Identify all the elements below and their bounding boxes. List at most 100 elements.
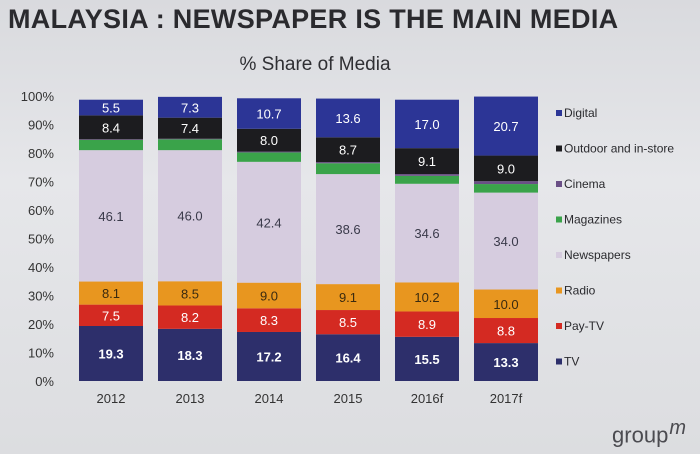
data-label: 10.0 — [493, 297, 518, 312]
data-label: 15.5 — [414, 352, 439, 367]
bar-segment-digital — [395, 99, 459, 149]
data-label: 8.5 — [339, 315, 357, 330]
bar-segment-magazines — [474, 184, 538, 193]
bar-segment-pay-tv — [79, 304, 143, 326]
bar-segment-magazines — [79, 139, 143, 151]
legend-swatch — [556, 287, 562, 294]
bar-segment-magazines — [158, 139, 222, 151]
y-tick-label: 0% — [35, 374, 54, 389]
data-label: 10.7 — [256, 107, 281, 122]
bar-segment-tv — [79, 325, 143, 381]
y-tick-label: 60% — [28, 203, 54, 218]
bar-segment-radio — [395, 282, 459, 312]
bar-segment-cinema — [316, 162, 380, 164]
bar-segment-digital — [158, 96, 222, 118]
bar-segment-pay-tv — [316, 310, 380, 335]
legend-swatch — [556, 252, 562, 258]
bar-segment-tv — [237, 331, 301, 381]
legend-swatch — [556, 145, 562, 152]
data-label: 9.0 — [260, 289, 278, 304]
y-tick-label: 30% — [28, 289, 54, 304]
data-label: 13.6 — [335, 111, 360, 126]
bar-segment-radio — [474, 289, 538, 319]
chart-title: % Share of Media — [239, 54, 391, 75]
bar-segment-tv — [158, 328, 222, 381]
bar-segment-outdoor-and-in-store — [474, 155, 538, 182]
data-label: 13.3 — [493, 355, 518, 370]
x-tick-label: 2014 — [255, 391, 284, 406]
bar-segment-tv — [316, 334, 380, 381]
bar-segment-radio — [158, 281, 222, 306]
data-label: 9.0 — [497, 161, 515, 176]
bar-segment-radio — [237, 282, 301, 309]
bar-segment-cinema — [79, 139, 143, 140]
legend-label: Pay-TV — [564, 319, 604, 333]
data-label: 17.2 — [256, 349, 281, 364]
bar-segment-digital — [474, 96, 538, 156]
bar-segment-pay-tv — [474, 318, 538, 344]
bar-segment-pay-tv — [158, 305, 222, 329]
bar-segment-newspapers — [395, 183, 459, 283]
y-tick-label: 90% — [28, 118, 54, 133]
data-label: 16.4 — [335, 351, 361, 366]
y-tick-label: 50% — [28, 232, 54, 247]
legend-swatch — [556, 323, 562, 329]
bar-segment-newspapers — [158, 150, 222, 282]
data-label: 8.8 — [497, 324, 515, 339]
bar-segment-newspapers — [79, 150, 143, 282]
y-tick-label: 40% — [28, 260, 54, 275]
data-label: 20.7 — [493, 119, 518, 134]
bar-segment-outdoor-and-in-store — [237, 128, 301, 152]
bar-segment-outdoor-and-in-store — [395, 148, 459, 175]
data-label: 34.0 — [493, 234, 518, 249]
data-label: 8.1 — [102, 286, 120, 301]
x-tick-label: 2017f — [490, 391, 523, 406]
bar-segment-cinema — [395, 174, 459, 176]
y-tick-label: 70% — [28, 175, 54, 190]
data-label: 8.2 — [181, 310, 199, 325]
legend-swatch — [556, 358, 562, 365]
legend-label: Digital — [564, 106, 597, 120]
data-label: 46.1 — [98, 209, 123, 224]
bar-segment-tv — [395, 336, 459, 381]
data-label: 8.9 — [418, 317, 436, 332]
bar-segment-outdoor-and-in-store — [158, 117, 222, 139]
data-label: 8.0 — [260, 133, 278, 148]
bar-segment-radio — [79, 281, 143, 305]
legend-label: Newspapers — [564, 248, 631, 262]
data-label: 7.3 — [181, 100, 199, 115]
data-label: 7.5 — [102, 308, 120, 323]
x-tick-label: 2012 — [97, 391, 126, 406]
bar-segment-magazines — [316, 163, 380, 175]
bar-segment-newspapers — [316, 174, 380, 285]
bar-segment-outdoor-and-in-store — [79, 115, 143, 140]
data-label: 9.1 — [418, 154, 436, 169]
x-tick-label: 2013 — [176, 391, 205, 406]
data-label: 8.4 — [102, 120, 120, 135]
legend-label: Radio — [564, 284, 596, 298]
data-label: 46.0 — [177, 209, 202, 224]
legend-label: Magazines — [564, 213, 622, 227]
data-label: 42.4 — [256, 215, 281, 230]
bar-segment-outdoor-and-in-store — [316, 137, 380, 163]
bar-segment-magazines — [237, 152, 301, 162]
data-label: 8.7 — [339, 143, 357, 158]
legend-label: TV — [564, 355, 579, 369]
bar-segment-newspapers — [237, 161, 301, 283]
data-label: 38.6 — [335, 222, 360, 237]
legend-swatch — [556, 110, 562, 116]
legend-swatch — [556, 181, 562, 187]
data-label: 10.2 — [414, 290, 439, 305]
data-label: 5.5 — [102, 101, 120, 116]
bar-segment-magazines — [395, 175, 459, 184]
data-label: 34.6 — [414, 226, 439, 241]
legend-label: Outdoor and in-store — [564, 142, 674, 156]
bar-segment-pay-tv — [237, 308, 301, 332]
data-label: 18.3 — [177, 348, 202, 363]
bar-segment-radio — [316, 284, 380, 311]
data-label: 19.3 — [98, 346, 123, 361]
bar-segment-cinema — [474, 181, 538, 185]
bar-segment-digital — [79, 99, 143, 116]
bar-segment-tv — [474, 343, 538, 381]
